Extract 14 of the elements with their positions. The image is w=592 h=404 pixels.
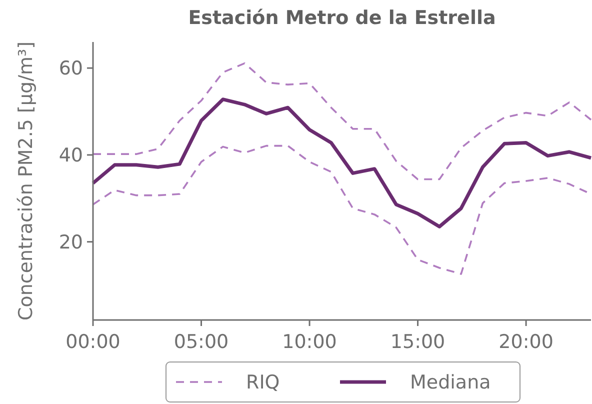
chart-title: Estación Metro de la Estrella [188, 7, 496, 29]
line-series [91, 98, 592, 228]
x-tick-label: 10:00 [282, 331, 337, 353]
y-axis-title: Concentración PM2.5 [μg/m³] [15, 41, 37, 321]
x-tick-label: 05:00 [174, 331, 229, 353]
legend-label: Mediana [410, 372, 491, 394]
y-tick-label: 40 [58, 144, 83, 167]
x-tick-label: 15:00 [390, 331, 446, 353]
y-tick-label: 20 [58, 231, 83, 254]
x-tick-label: 20:00 [498, 331, 554, 353]
legend-label: RIQ [246, 372, 280, 394]
line-series [92, 62, 592, 180]
y-tick-label: 60 [58, 58, 83, 80]
x-tick-label: 00:00 [66, 331, 120, 353]
